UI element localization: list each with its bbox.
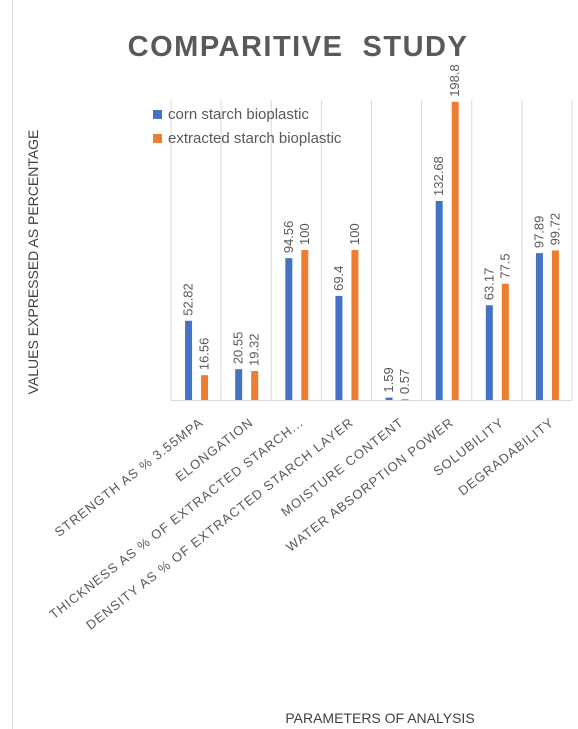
bar-corn-5 bbox=[435, 200, 443, 400]
category-label: DEGRADABILITY bbox=[455, 415, 556, 499]
data-label: 198.8 bbox=[447, 64, 462, 97]
bar-extracted-4 bbox=[401, 399, 409, 401]
bar-extracted-5 bbox=[451, 101, 459, 401]
bar-extracted-6 bbox=[501, 283, 509, 400]
bar-corn-2 bbox=[285, 258, 293, 400]
legend-swatch bbox=[153, 110, 162, 119]
bar-extracted-2 bbox=[301, 250, 309, 400]
bar-corn-7 bbox=[535, 253, 543, 400]
x-axis-label: PARAMETERS OF ANALYSIS bbox=[285, 710, 474, 726]
bar-corn-6 bbox=[485, 305, 493, 400]
data-label: 132.68 bbox=[431, 156, 446, 196]
legend-entry: extracted starch bioplastic bbox=[168, 130, 342, 147]
data-label: 100 bbox=[347, 223, 362, 245]
data-label: 63.17 bbox=[481, 268, 496, 301]
y-axis-label: VALUES EXPRESSED AS PERCENTAGE bbox=[25, 130, 41, 395]
data-label: 97.89 bbox=[531, 216, 546, 249]
data-label: 20.55 bbox=[231, 332, 246, 365]
legend-entry: corn starch bioplastic bbox=[168, 106, 309, 123]
data-label: 16.56 bbox=[197, 338, 212, 371]
data-label: 94.56 bbox=[281, 221, 296, 254]
data-label: 1.59 bbox=[381, 367, 396, 392]
bar-corn-4 bbox=[385, 397, 393, 400]
legend-swatch bbox=[153, 134, 162, 143]
bar-extracted-3 bbox=[351, 250, 359, 400]
data-label: 69.4 bbox=[331, 266, 346, 291]
chart-title: COMPARITIVE STUDY bbox=[128, 31, 469, 63]
chart-frame bbox=[12, 0, 578, 729]
bar-extracted-7 bbox=[551, 250, 559, 400]
bar-corn-3 bbox=[335, 295, 343, 400]
bar-extracted-0 bbox=[201, 375, 209, 400]
data-label: 19.32 bbox=[247, 333, 262, 366]
data-label: 0.57 bbox=[397, 369, 412, 394]
data-label: 77.5 bbox=[497, 253, 512, 278]
data-label: 100 bbox=[297, 223, 312, 245]
bar-extracted-1 bbox=[251, 371, 259, 400]
data-label: 52.82 bbox=[181, 283, 196, 316]
bar-corn-1 bbox=[235, 369, 243, 400]
data-label: 99.72 bbox=[547, 213, 562, 246]
bar-corn-0 bbox=[185, 320, 193, 400]
